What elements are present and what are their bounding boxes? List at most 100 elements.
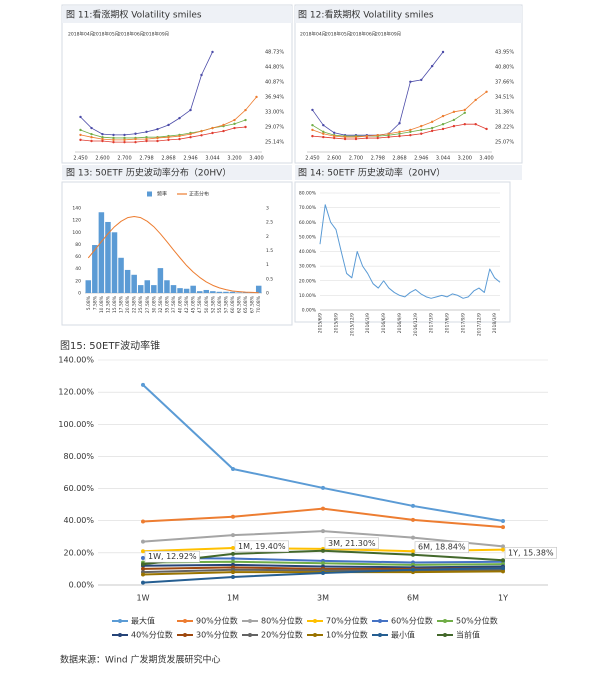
point: [90, 139, 93, 143]
point: [123, 138, 126, 142]
point: [101, 132, 104, 136]
y-tick-label: 60.00%: [299, 220, 317, 226]
x-tick-label: 2017/6/9: [445, 313, 451, 333]
point: [189, 108, 192, 112]
point: [222, 123, 225, 127]
x-tick-label: 70.08%: [256, 295, 262, 313]
point: [322, 132, 325, 135]
point: [321, 570, 325, 575]
x-tick-label: 1W: [137, 594, 150, 603]
point: [189, 132, 192, 136]
x-tick-label: 55.08%: [217, 295, 223, 313]
point: [441, 123, 445, 126]
series-line: [319, 204, 501, 299]
bar: [170, 285, 177, 293]
point: [411, 503, 415, 508]
y-tick-label: 120: [72, 218, 81, 224]
y-tick-label: 80: [75, 242, 81, 248]
x-tick-label: 2.450: [73, 156, 87, 162]
x-tick-label: 2017/9/9: [461, 313, 467, 333]
point: [134, 137, 137, 141]
x-tick-label: 2017/3/9: [429, 313, 435, 333]
legend-label: 2018年04月: [300, 31, 326, 38]
point: [411, 552, 415, 557]
y-tick-label: 40.80%: [495, 65, 514, 71]
series-line: [142, 384, 504, 523]
point: [441, 114, 445, 118]
legend-swatch: [443, 633, 447, 637]
point: [376, 133, 379, 137]
point: [420, 128, 423, 132]
point: [200, 73, 203, 77]
data-label-box: [414, 541, 469, 554]
y-tick-label: 100.00%: [58, 420, 94, 429]
y-tick-label: 60: [75, 254, 81, 260]
y-tick-label: 25.14%: [265, 140, 284, 146]
bar: [144, 280, 151, 293]
y-tick-label: 10.00%: [299, 293, 317, 299]
x-tick-label: 2018/3/9: [492, 313, 498, 333]
figure-title: 图 14: 50ETF 历史波动率（20HV）: [298, 167, 445, 179]
legend-swatch: [378, 633, 382, 637]
y-tick-label: 29.07%: [265, 125, 284, 131]
point: [231, 533, 235, 538]
point: [231, 574, 235, 579]
point: [222, 129, 225, 133]
x-tick-label: 47.58%: [197, 295, 203, 313]
x-tick-label: 12.58%: [105, 295, 111, 313]
x-tick-label: 65.08%: [243, 295, 249, 313]
point: [112, 136, 115, 140]
legend-swatch: [118, 619, 122, 623]
y2-tick-label: 2.5: [266, 220, 273, 226]
point: [145, 137, 148, 141]
point: [322, 130, 325, 134]
legend-label: 2018年09月: [375, 31, 401, 38]
x-tick-label: 60.08%: [230, 295, 236, 313]
point: [411, 567, 415, 572]
y-tick-label: 70.00%: [299, 205, 317, 211]
x-tick-label: 2.946: [183, 156, 197, 162]
bar: [137, 285, 144, 293]
legend-swatch: [147, 191, 152, 197]
point: [430, 64, 434, 68]
x-tick-label: 57.58%: [223, 295, 229, 313]
x-tick-label: 6M: [407, 594, 419, 603]
legend-label: 2018年05月: [93, 31, 119, 38]
y-tick-label: 50.00%: [299, 234, 317, 240]
y2-tick-label: 3: [266, 206, 269, 212]
bar: [111, 232, 118, 293]
point: [123, 133, 126, 137]
point: [211, 131, 214, 135]
y-tick-label: 20.00%: [299, 278, 317, 284]
point: [501, 544, 505, 549]
bar: [216, 291, 223, 293]
x-tick-label: 3.044: [436, 156, 450, 162]
data-label: 1Y, 15.38%: [508, 548, 554, 557]
legend-swatch: [378, 619, 382, 623]
panel: [294, 181, 511, 323]
point: [501, 547, 505, 552]
legend-label: 10%分位数: [326, 630, 368, 640]
legend-label: 90%分位数: [196, 616, 238, 626]
point: [354, 135, 358, 139]
point: [79, 133, 82, 137]
point: [112, 133, 115, 137]
legend-label: 60%分位数: [391, 616, 433, 626]
point: [387, 132, 390, 135]
point: [141, 572, 145, 577]
point: [189, 135, 192, 139]
x-tick-label: 3M: [317, 594, 329, 603]
x-tick-label: 5.08%: [86, 295, 92, 310]
point: [485, 127, 488, 131]
y2-tick-label: 0: [266, 291, 269, 297]
legend-swatch: [443, 619, 447, 623]
x-tick-label: 42.58%: [184, 295, 190, 313]
point: [141, 382, 145, 387]
point: [244, 108, 247, 112]
bar: [196, 291, 203, 293]
point: [145, 139, 148, 143]
legend-label: 30%分位数: [196, 630, 238, 640]
point: [141, 539, 145, 544]
source-note: 数据来源：Wind 广发期货发展研究中心: [60, 654, 220, 666]
x-tick-label: 1Y: [498, 594, 508, 603]
